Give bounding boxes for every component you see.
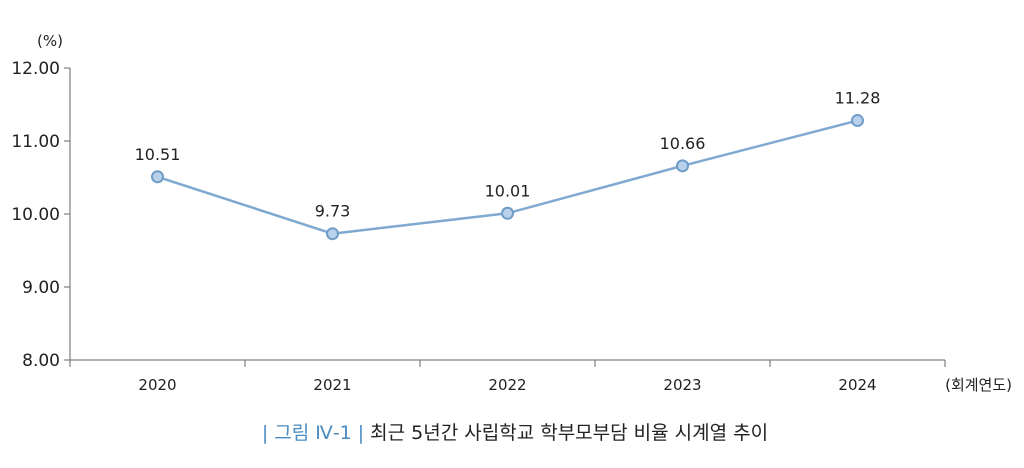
- x-tick-label: 2024: [838, 376, 876, 394]
- figure-label: 그림 Ⅳ-1: [274, 422, 352, 444]
- chart-title: 최근 5년간 사립학교 학부모부담 비율 시계열 추이: [370, 422, 769, 444]
- y-tick-label: 8.00: [22, 351, 60, 371]
- x-tick-label: 2023: [663, 376, 701, 394]
- y-tick-label: 12.00: [11, 59, 60, 79]
- caption-bar-left: |: [261, 422, 269, 444]
- x-tick-label: 2022: [488, 376, 526, 394]
- y-tick-label: 10.00: [11, 205, 60, 225]
- line-chart: (%) 12.00 11.00 10.00 9.00 8.00 2020 2021 2022 20…: [11, 32, 1012, 394]
- y-tick-label: 11.00: [11, 132, 60, 152]
- y-unit-label: (%): [37, 32, 63, 50]
- data-label: 10.66: [660, 134, 706, 153]
- chart-caption: | 그림 Ⅳ-1 | 최근 5년간 사립학교 학부모부담 비율 시계열 추이: [0, 418, 1024, 445]
- caption-bar-right: |: [357, 422, 365, 444]
- x-tick-label: 2020: [138, 376, 176, 394]
- data-label: 10.51: [135, 145, 181, 164]
- data-point: [676, 159, 689, 173]
- data-label: 9.73: [315, 202, 351, 221]
- data-point: [851, 114, 864, 128]
- x-unit-label: (회계연도): [945, 376, 1012, 394]
- data-point: [326, 227, 339, 241]
- x-tick-label: 2021: [313, 376, 351, 394]
- data-label: 10.01: [485, 181, 531, 200]
- data-label: 11.28: [835, 89, 881, 108]
- data-point: [151, 170, 164, 184]
- y-tick-label: 9.00: [22, 278, 60, 298]
- data-point: [501, 206, 514, 220]
